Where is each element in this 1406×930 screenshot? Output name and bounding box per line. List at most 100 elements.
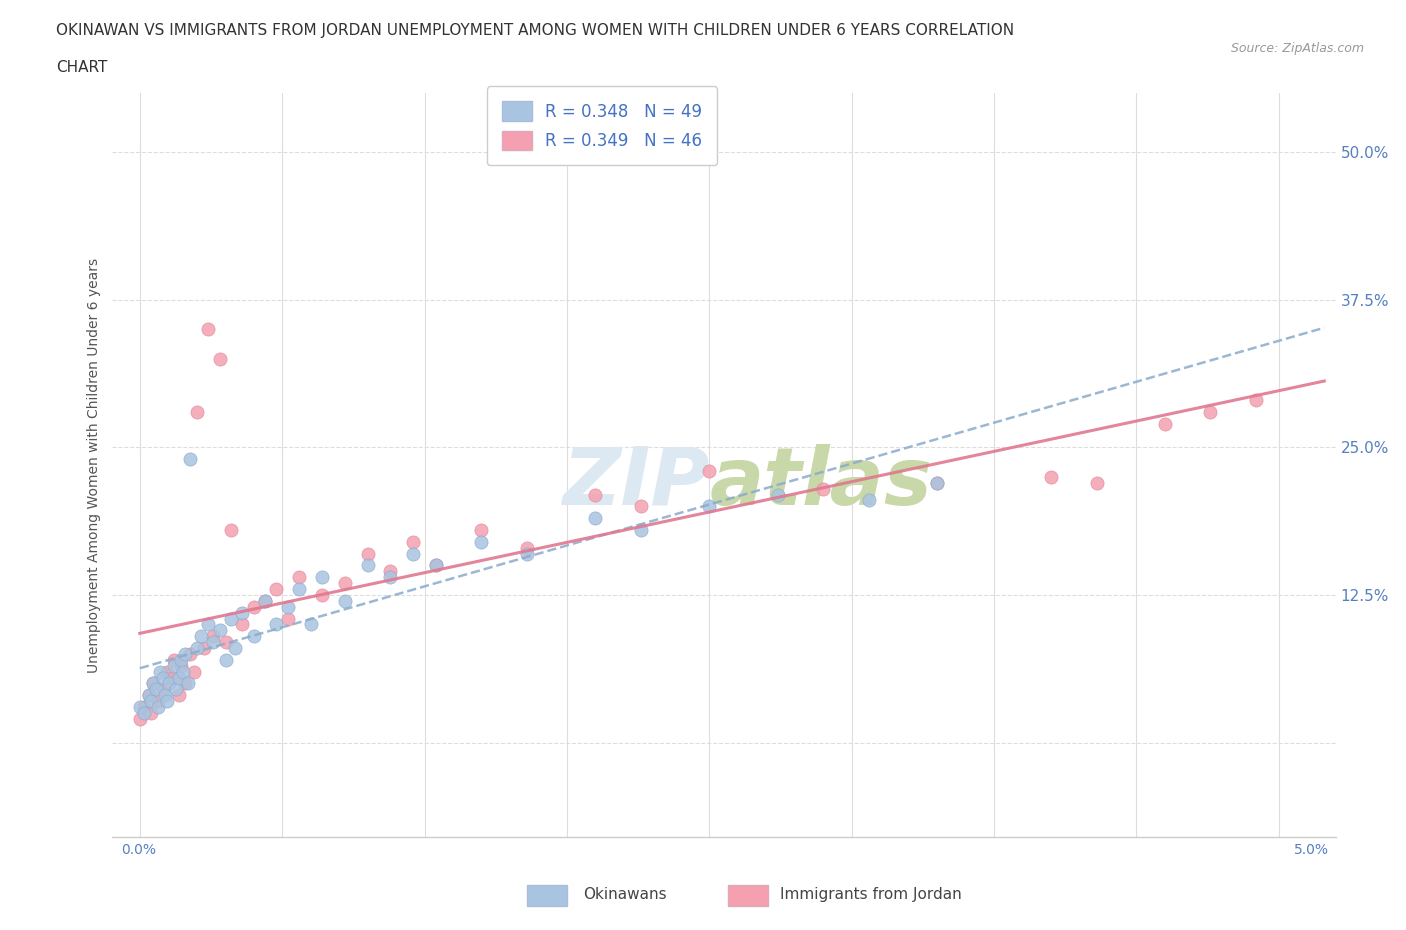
Point xyxy=(167,671,190,685)
Point xyxy=(311,588,333,603)
Point xyxy=(128,711,150,726)
Point xyxy=(583,511,606,525)
Text: atlas: atlas xyxy=(709,444,932,522)
Point xyxy=(697,463,720,478)
Point xyxy=(146,699,169,714)
Text: 0.0%: 0.0% xyxy=(121,843,156,857)
Point xyxy=(516,546,538,561)
Point xyxy=(138,688,160,703)
Point xyxy=(224,641,246,656)
Point xyxy=(333,593,356,608)
Point xyxy=(925,475,948,490)
Point xyxy=(1085,475,1108,490)
Point xyxy=(425,558,447,573)
Point xyxy=(134,699,156,714)
Point xyxy=(380,570,402,585)
Point xyxy=(311,570,333,585)
Point xyxy=(138,688,160,703)
Point xyxy=(242,629,264,644)
Point xyxy=(630,523,652,538)
Point xyxy=(176,676,198,691)
Point xyxy=(299,617,322,631)
Point xyxy=(174,646,197,661)
Point xyxy=(1153,417,1175,432)
Point xyxy=(858,493,880,508)
Point xyxy=(254,593,277,608)
Point xyxy=(197,322,219,337)
Point xyxy=(174,676,197,691)
Point xyxy=(925,475,948,490)
Point xyxy=(583,487,606,502)
Point xyxy=(219,523,242,538)
Point xyxy=(163,653,186,668)
Text: Okinawans: Okinawans xyxy=(583,887,666,902)
Point xyxy=(380,564,402,578)
Point xyxy=(697,498,720,513)
Point xyxy=(288,581,311,596)
Point xyxy=(128,699,150,714)
Point xyxy=(183,664,205,679)
Point xyxy=(402,546,425,561)
Point xyxy=(146,694,169,709)
Point xyxy=(142,676,165,691)
Point xyxy=(156,664,179,679)
Point xyxy=(201,629,224,644)
Point xyxy=(197,617,219,631)
Point xyxy=(1244,392,1267,407)
Point xyxy=(470,523,492,538)
Text: OKINAWAN VS IMMIGRANTS FROM JORDAN UNEMPLOYMENT AMONG WOMEN WITH CHILDREN UNDER : OKINAWAN VS IMMIGRANTS FROM JORDAN UNEMP… xyxy=(56,23,1014,38)
Point xyxy=(208,623,231,638)
Y-axis label: Unemployment Among Women with Children Under 6 years: Unemployment Among Women with Children U… xyxy=(87,258,101,672)
Point xyxy=(1199,405,1222,419)
Point xyxy=(170,653,193,668)
Point xyxy=(215,634,238,649)
Text: Immigrants from Jordan: Immigrants from Jordan xyxy=(780,887,962,902)
Point xyxy=(156,694,179,709)
Point xyxy=(231,617,253,631)
Point xyxy=(425,558,447,573)
Point xyxy=(193,641,215,656)
Point xyxy=(160,671,183,685)
Point xyxy=(186,641,208,656)
Point xyxy=(277,611,299,626)
Point xyxy=(470,535,492,550)
Point xyxy=(402,535,425,550)
Point xyxy=(142,676,165,691)
Point xyxy=(170,658,193,673)
Point xyxy=(167,688,190,703)
Point xyxy=(172,664,194,679)
Point xyxy=(333,576,356,591)
Point xyxy=(141,706,163,721)
Point xyxy=(288,570,311,585)
Point xyxy=(254,593,277,608)
Point xyxy=(356,546,378,561)
Point xyxy=(152,682,174,697)
Point xyxy=(266,617,288,631)
Point xyxy=(145,682,167,697)
Point xyxy=(153,688,176,703)
Point xyxy=(242,599,264,614)
Point xyxy=(149,664,172,679)
Point xyxy=(516,540,538,555)
Point xyxy=(208,352,231,366)
Point xyxy=(215,653,238,668)
Point xyxy=(356,558,378,573)
Point xyxy=(219,611,242,626)
Point xyxy=(152,671,174,685)
Point xyxy=(277,599,299,614)
Point xyxy=(163,658,186,673)
Text: Source: ZipAtlas.com: Source: ZipAtlas.com xyxy=(1230,42,1364,55)
Point xyxy=(165,682,187,697)
Point xyxy=(179,452,201,467)
Point xyxy=(190,629,212,644)
Point xyxy=(630,498,652,513)
Point xyxy=(179,646,201,661)
Point xyxy=(134,706,156,721)
Point xyxy=(186,405,208,419)
Point xyxy=(766,487,789,502)
Text: CHART: CHART xyxy=(56,60,108,75)
Text: 5.0%: 5.0% xyxy=(1294,843,1329,857)
Legend: R = 0.348   N = 49, R = 0.349   N = 46: R = 0.348 N = 49, R = 0.349 N = 46 xyxy=(486,86,717,165)
Point xyxy=(1039,470,1062,485)
Text: ZIP: ZIP xyxy=(562,444,709,522)
